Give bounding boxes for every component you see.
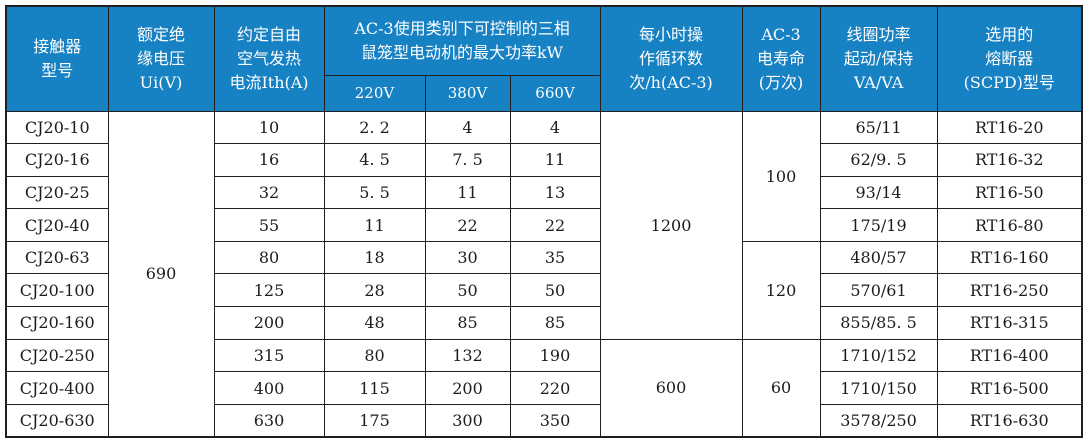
p380-cell: 132 bbox=[424, 338, 511, 373]
p380-cell: 4 bbox=[424, 110, 511, 145]
ith-cell: 315 bbox=[213, 338, 325, 373]
life-cell: 120 bbox=[741, 240, 821, 340]
table-row: CJ20-25 32 5. 5 11 13 93/14 RT16-50 bbox=[5, 175, 1083, 210]
table-row: CJ20-100 125 28 50 50 570/61 RT16-250 bbox=[5, 273, 1083, 308]
header-sub-660v: 660V bbox=[509, 74, 601, 112]
p380-cell: 22 bbox=[424, 208, 511, 242]
fuse-cell: RT16-50 bbox=[936, 175, 1083, 210]
model-cell: CJ20-40 bbox=[5, 208, 109, 242]
ith-cell: 10 bbox=[213, 110, 325, 145]
p380-cell: 50 bbox=[424, 273, 511, 308]
coil-cell: 855/85. 5 bbox=[819, 306, 938, 340]
header-sub-380v: 380V bbox=[424, 74, 511, 112]
header-electrical-life: AC-3 电寿命 (万次) bbox=[741, 5, 821, 112]
ith-cell: 125 bbox=[213, 273, 325, 308]
model-cell: CJ20-10 bbox=[5, 110, 109, 145]
table-row: CJ20-10 690 10 2. 2 4 4 1200 100 65/11 R… bbox=[5, 110, 1083, 438]
fuse-cell: RT16-400 bbox=[936, 338, 1083, 373]
header-thermal-current: 约定自由 空气发热 电流Ith(A) bbox=[213, 5, 325, 112]
coil-cell: 1710/150 bbox=[819, 371, 938, 405]
table-row: CJ20-400 400 115 200 220 1710/150 RT16-5… bbox=[5, 371, 1083, 405]
table-row: CJ20-250 315 80 132 190 600 60 1710/152 … bbox=[5, 338, 1083, 438]
ith-cell: 55 bbox=[213, 208, 325, 242]
p220-cell: 18 bbox=[323, 240, 426, 275]
cycles-cell: 1200 bbox=[599, 110, 743, 340]
ith-cell: 80 bbox=[213, 240, 325, 275]
fuse-cell: RT16-315 bbox=[936, 306, 1083, 340]
p660-cell: 50 bbox=[509, 273, 601, 308]
contactor-spec-table: 接触器 型号 额定绝 缘电压 Ui(V) 约定自由 空气发热 电流Ith(A) … bbox=[5, 5, 1084, 438]
coil-cell: 65/11 bbox=[819, 110, 938, 145]
p220-cell: 28 bbox=[323, 273, 426, 308]
table-row: CJ20-63 80 18 30 35 120 480/57 RT16-160 bbox=[5, 240, 1083, 340]
p220-cell: 80 bbox=[323, 338, 426, 373]
p220-cell: 4. 5 bbox=[323, 143, 426, 177]
ith-cell: 200 bbox=[213, 306, 325, 340]
p660-cell: 22 bbox=[509, 208, 601, 242]
ith-cell: 32 bbox=[213, 175, 325, 210]
header-ac3-power-group: AC-3使用类别下可控制的三相 鼠笼型电动机的最大功率kW bbox=[323, 5, 601, 76]
header-model: 接触器 型号 bbox=[5, 5, 109, 112]
model-cell: CJ20-250 bbox=[5, 338, 109, 373]
fuse-cell: RT16-500 bbox=[936, 371, 1083, 405]
p660-cell: 4 bbox=[509, 110, 601, 145]
coil-cell: 1710/152 bbox=[819, 338, 938, 373]
coil-cell: 3578/250 bbox=[819, 403, 938, 438]
fuse-cell: RT16-250 bbox=[936, 273, 1083, 308]
model-cell: CJ20-25 bbox=[5, 175, 109, 210]
coil-cell: 480/57 bbox=[819, 240, 938, 275]
p220-cell: 115 bbox=[323, 371, 426, 405]
model-cell: CJ20-63 bbox=[5, 240, 109, 275]
model-cell: CJ20-100 bbox=[5, 273, 109, 308]
coil-cell: 175/19 bbox=[819, 208, 938, 242]
p660-cell: 220 bbox=[509, 371, 601, 405]
coil-cell: 570/61 bbox=[819, 273, 938, 308]
fuse-cell: RT16-20 bbox=[936, 110, 1083, 145]
p220-cell: 48 bbox=[323, 306, 426, 340]
p660-cell: 13 bbox=[509, 175, 601, 210]
header-cycles-per-hour: 每小时操 作循环数 次/h(AC-3) bbox=[599, 5, 743, 112]
fuse-cell: RT16-160 bbox=[936, 240, 1083, 275]
header-coil-power: 线圈功率 起动/保持 VA/VA bbox=[819, 5, 938, 112]
header-sub-220v: 220V bbox=[323, 74, 426, 112]
fuse-cell: RT16-80 bbox=[936, 208, 1083, 242]
p220-cell: 11 bbox=[323, 208, 426, 242]
p380-cell: 85 bbox=[424, 306, 511, 340]
p220-cell: 5. 5 bbox=[323, 175, 426, 210]
coil-cell: 62/9. 5 bbox=[819, 143, 938, 177]
cycles-cell: 600 bbox=[599, 338, 743, 438]
insulation-voltage-cell: 690 bbox=[107, 110, 215, 438]
coil-cell: 93/14 bbox=[819, 175, 938, 210]
header-fuse-type: 选用的 熔断器 (SCPD)型号 bbox=[936, 5, 1083, 112]
p380-cell: 300 bbox=[424, 403, 511, 438]
p660-cell: 350 bbox=[509, 403, 601, 438]
ith-cell: 400 bbox=[213, 371, 325, 405]
table-row: CJ20-40 55 11 22 22 175/19 RT16-80 bbox=[5, 208, 1083, 242]
p380-cell: 200 bbox=[424, 371, 511, 405]
table-row: CJ20-16 16 4. 5 7. 5 11 62/9. 5 RT16-32 bbox=[5, 143, 1083, 177]
p220-cell: 2. 2 bbox=[323, 110, 426, 145]
model-cell: CJ20-160 bbox=[5, 306, 109, 340]
fuse-cell: RT16-32 bbox=[936, 143, 1083, 177]
p380-cell: 11 bbox=[424, 175, 511, 210]
ith-cell: 630 bbox=[213, 403, 325, 438]
ith-cell: 16 bbox=[213, 143, 325, 177]
header-insulation-voltage: 额定绝 缘电压 Ui(V) bbox=[107, 5, 215, 112]
life-cell: 60 bbox=[741, 338, 821, 438]
model-cell: CJ20-16 bbox=[5, 143, 109, 177]
p380-cell: 30 bbox=[424, 240, 511, 275]
p660-cell: 11 bbox=[509, 143, 601, 177]
p220-cell: 175 bbox=[323, 403, 426, 438]
life-cell: 100 bbox=[741, 110, 821, 242]
model-cell: CJ20-400 bbox=[5, 371, 109, 405]
p380-cell: 7. 5 bbox=[424, 143, 511, 177]
fuse-cell: RT16-630 bbox=[936, 403, 1083, 438]
p660-cell: 85 bbox=[509, 306, 601, 340]
table-row: CJ20-630 630 175 300 350 3578/250 RT16-6… bbox=[5, 403, 1083, 438]
model-cell: CJ20-630 bbox=[5, 403, 109, 438]
p660-cell: 35 bbox=[509, 240, 601, 275]
p660-cell: 190 bbox=[509, 338, 601, 373]
